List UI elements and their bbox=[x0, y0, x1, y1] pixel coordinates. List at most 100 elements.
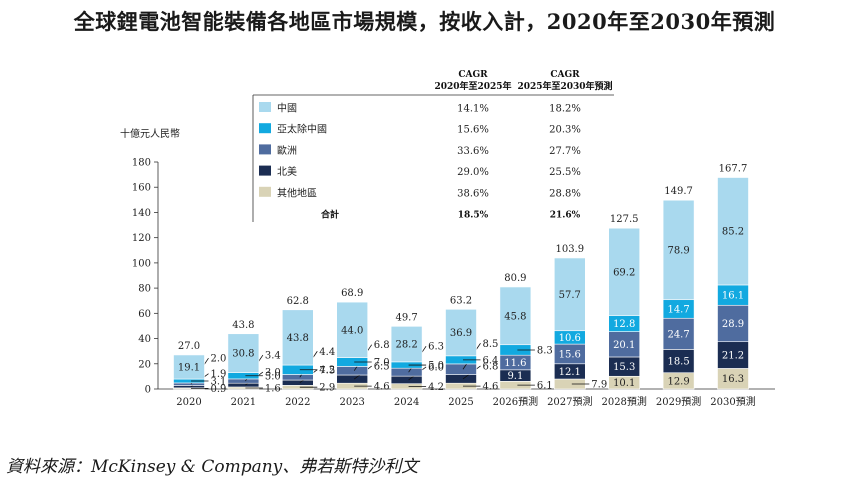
data-label: 8.5 bbox=[483, 339, 499, 350]
data-label: 44.0 bbox=[341, 325, 363, 336]
bar-segment bbox=[717, 304, 749, 343]
bar-segment bbox=[717, 177, 749, 286]
legend-label: 北美 bbox=[277, 165, 297, 178]
y-tick-label: 40 bbox=[138, 334, 151, 345]
data-label: 3.4 bbox=[265, 351, 281, 362]
data-label: 69.2 bbox=[613, 267, 635, 278]
data-label: 18.5 bbox=[667, 357, 689, 368]
data-label: 4.6 bbox=[483, 382, 499, 393]
data-label: 15.3 bbox=[613, 362, 635, 373]
data-label: 57.7 bbox=[559, 290, 581, 301]
bar-segment bbox=[227, 378, 260, 384]
bar-segment bbox=[173, 382, 205, 386]
legend-swatch bbox=[259, 165, 271, 176]
data-label: 6.3 bbox=[428, 342, 444, 353]
bar-segment bbox=[608, 227, 641, 316]
data-label: 12.9 bbox=[667, 376, 689, 387]
cagr-value: 38.6% bbox=[457, 188, 489, 199]
bar-segment bbox=[390, 375, 423, 385]
cagr-total: 21.6% bbox=[550, 211, 581, 221]
data-label: 4.2 bbox=[428, 382, 444, 393]
bar-segment bbox=[336, 374, 369, 384]
y-tick-label: 60 bbox=[138, 309, 151, 320]
cagr-value: 28.8% bbox=[549, 188, 581, 199]
total-label: 63.2 bbox=[450, 295, 472, 306]
legend-swatch bbox=[259, 123, 271, 134]
data-label: 85.2 bbox=[722, 227, 744, 238]
data-label: 3.0 bbox=[265, 368, 281, 379]
data-label: 4.4 bbox=[319, 347, 335, 358]
cagr-header-1: CAGR bbox=[458, 70, 488, 80]
cagr-value: 29.0% bbox=[457, 167, 489, 178]
x-tick-label: 2021 bbox=[231, 397, 256, 408]
data-label: 6.1 bbox=[537, 381, 553, 392]
x-tick-label: 2025 bbox=[448, 397, 473, 408]
data-label: 28.2 bbox=[395, 340, 417, 351]
total-label: 167.7 bbox=[719, 164, 748, 175]
x-tick-label: 2026預測 bbox=[493, 395, 538, 408]
total-label: 43.8 bbox=[232, 320, 254, 331]
cagr-value: 33.6% bbox=[457, 146, 489, 157]
data-label: 1.6 bbox=[265, 383, 281, 394]
data-label: 36.9 bbox=[450, 328, 472, 339]
x-tick-label: 2030預測 bbox=[710, 395, 755, 408]
bar-segment bbox=[608, 331, 641, 358]
data-label: 6.5 bbox=[374, 362, 390, 373]
y-tick-label: 160 bbox=[132, 183, 151, 194]
data-label: 30.8 bbox=[232, 349, 254, 360]
data-label: 5.0 bbox=[428, 361, 444, 372]
total-label: 127.5 bbox=[610, 214, 639, 225]
data-label: 6.8 bbox=[374, 340, 390, 351]
data-label: 78.9 bbox=[667, 245, 689, 256]
x-tick-label: 2022 bbox=[285, 397, 310, 408]
legend-label: 中國 bbox=[277, 102, 297, 115]
y-axis-label: 十億元人民幣 bbox=[120, 127, 180, 140]
cagr-value: 25.5% bbox=[549, 167, 581, 178]
bar-segment bbox=[445, 308, 477, 357]
bar-segment bbox=[390, 326, 423, 363]
y-tick-label: 20 bbox=[138, 359, 151, 370]
chart-title: 全球鋰電池智能裝備各地區市場規模，按收入計，2020年至2030年預測 bbox=[73, 9, 776, 34]
legend-swatch bbox=[259, 186, 271, 197]
data-label: 21.2 bbox=[722, 351, 744, 362]
x-tick-label: 2028預測 bbox=[601, 395, 646, 408]
x-tick-label: 2027預測 bbox=[547, 395, 592, 408]
data-label: 3.1 bbox=[211, 376, 227, 387]
cagr-value: 18.2% bbox=[549, 104, 581, 115]
data-label: 45.8 bbox=[504, 311, 526, 322]
bar-segment bbox=[336, 366, 369, 376]
bar-segment bbox=[445, 363, 477, 375]
bar-segment bbox=[173, 385, 205, 389]
bar-segment bbox=[227, 333, 260, 373]
y-tick-label: 140 bbox=[132, 208, 151, 219]
data-label: 2.9 bbox=[319, 383, 335, 394]
total-label: 27.0 bbox=[178, 341, 200, 352]
cagr-header-2: CAGR bbox=[550, 70, 580, 80]
legend-total-label: 合計 bbox=[321, 209, 339, 221]
total-label: 62.8 bbox=[287, 296, 309, 307]
data-label: 4.6 bbox=[374, 382, 390, 393]
data-label: 12.8 bbox=[613, 319, 635, 330]
x-tick-label: 2023 bbox=[339, 397, 364, 408]
data-label: 12.1 bbox=[559, 367, 581, 378]
total-label: 49.7 bbox=[395, 312, 417, 323]
legend-label: 其他地區 bbox=[277, 186, 317, 199]
cagr-value: 15.6% bbox=[457, 125, 489, 136]
y-tick-label: 80 bbox=[138, 284, 151, 295]
source-note: 資料來源：McKinsey & Company、弗若斯特沙利文 bbox=[6, 457, 419, 477]
bar-segment bbox=[336, 301, 369, 358]
data-label: 9.1 bbox=[507, 371, 523, 382]
stacked-bar-chart: 0 20 40 60 80 100 120 140 160 180 十億元人民幣 0.9 1.9 2.0 3… bbox=[120, 70, 775, 408]
data-label: 19.1 bbox=[178, 362, 200, 373]
data-label: 15.6 bbox=[559, 349, 581, 360]
data-label: 4.2 bbox=[319, 365, 335, 376]
data-label: 16.3 bbox=[722, 374, 744, 385]
data-label: 0.9 bbox=[211, 384, 227, 395]
data-label: 14.7 bbox=[667, 304, 689, 315]
data-label: 10.6 bbox=[559, 333, 581, 344]
bar-segment bbox=[281, 374, 314, 381]
y-tick-label: 100 bbox=[132, 258, 151, 269]
data-label: 20.1 bbox=[613, 340, 635, 351]
data-label: 43.8 bbox=[287, 333, 309, 344]
bar-segment bbox=[553, 257, 586, 332]
